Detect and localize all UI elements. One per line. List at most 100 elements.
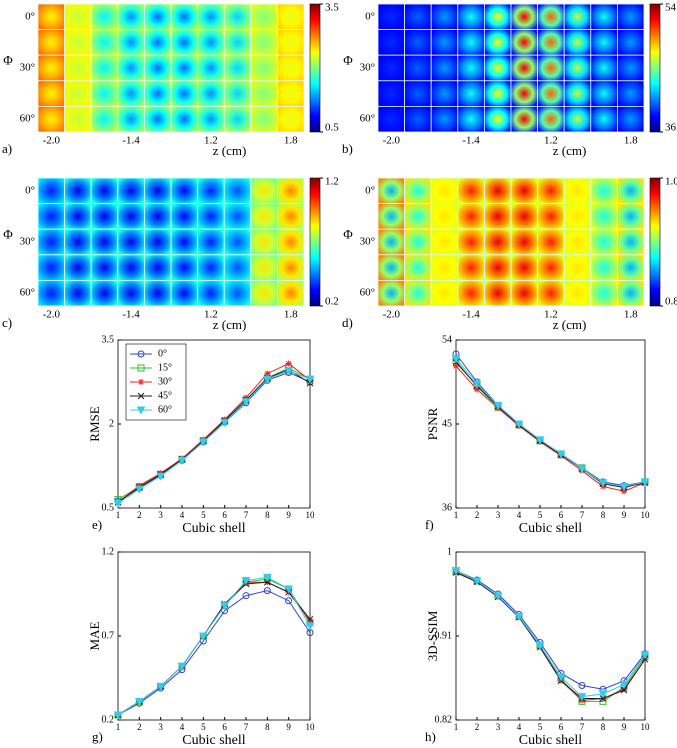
x-tick-label: 10 — [641, 722, 651, 732]
marker — [556, 450, 566, 459]
tile — [64, 80, 92, 107]
x-tick-label: 8 — [601, 510, 606, 520]
legend-marker — [137, 392, 145, 400]
tile — [117, 29, 145, 56]
tile — [510, 254, 539, 281]
tile — [37, 177, 66, 205]
x-tick-label: 1 — [454, 510, 459, 520]
tile — [223, 203, 252, 230]
marker — [156, 682, 166, 691]
tile — [90, 29, 119, 56]
tile — [250, 177, 278, 205]
x-tick-label: 1 — [116, 722, 121, 732]
x-tick-label: 8 — [265, 510, 270, 520]
tile — [617, 279, 645, 307]
tile — [404, 254, 432, 281]
tile — [37, 29, 66, 56]
tile — [197, 228, 225, 256]
tile — [537, 228, 565, 256]
x-tick-label: 6 — [559, 722, 564, 732]
marker — [242, 592, 250, 600]
tile — [590, 177, 618, 205]
series-line — [117, 362, 311, 503]
tile — [510, 80, 539, 107]
marker — [556, 673, 566, 682]
tile — [143, 80, 172, 107]
tile — [617, 106, 645, 133]
marker — [156, 472, 166, 481]
colorbar-tick-label: 54 — [665, 2, 677, 14]
panel-label: b) — [342, 141, 353, 156]
tile — [197, 279, 225, 307]
y-tick-label: 1.2 — [102, 546, 115, 557]
tile — [250, 254, 278, 281]
y-tick-label: 0° — [25, 184, 35, 196]
tile — [250, 203, 278, 230]
y-tick-label: 0° — [25, 10, 35, 22]
tile — [510, 203, 539, 230]
marker — [285, 597, 293, 605]
x-tick-label: -1.4 — [122, 309, 140, 321]
x-tick-label: 1.2 — [204, 309, 218, 321]
y-tick-label: 60° — [20, 287, 35, 299]
tile — [64, 106, 92, 133]
tile — [590, 228, 618, 256]
tile — [483, 80, 512, 107]
tile — [430, 228, 459, 256]
colorbar-tick-label: 0.5 — [325, 122, 339, 134]
tile — [377, 228, 406, 256]
x-tick-label: 6 — [222, 722, 227, 732]
tile — [170, 177, 199, 205]
plot-frame — [117, 551, 311, 721]
series-line — [455, 362, 646, 488]
tile — [563, 254, 592, 281]
x-tick-label: 1.2 — [544, 309, 558, 321]
tile — [143, 279, 172, 307]
tile — [90, 80, 119, 107]
x-axis-label: Cubic shell — [182, 733, 245, 748]
tile — [197, 29, 225, 56]
marker — [113, 500, 123, 509]
x-tick-label: -2.0 — [43, 309, 61, 321]
tile — [457, 254, 485, 281]
y-axis-label: RMSE — [87, 406, 102, 441]
tile — [90, 54, 119, 82]
tile — [170, 228, 199, 256]
series-line — [117, 581, 311, 716]
marker — [451, 567, 461, 576]
tile — [404, 54, 432, 82]
tile — [617, 54, 645, 82]
tile — [617, 29, 645, 56]
y-axis-label: MAE — [87, 621, 102, 650]
y-axis-label: Φ — [3, 227, 13, 242]
panel-label: c) — [2, 315, 12, 330]
tile — [590, 3, 618, 31]
y-tick-label: 30° — [20, 62, 35, 74]
marker — [305, 622, 315, 631]
x-tick-label: 8 — [265, 722, 270, 732]
marker — [493, 592, 503, 601]
x-axis-label: z (cm) — [553, 317, 587, 332]
x-tick-label: 2 — [475, 722, 480, 732]
tile — [483, 228, 512, 256]
marker — [453, 363, 459, 370]
series-line — [455, 572, 646, 700]
x-tick-label: 3 — [158, 510, 163, 520]
tile — [404, 3, 432, 31]
tile — [117, 80, 145, 107]
tile — [276, 3, 305, 31]
tile — [64, 177, 92, 205]
x-tick-label: 7 — [580, 722, 585, 732]
x-tick-label: 2 — [137, 510, 142, 520]
tile — [90, 3, 119, 31]
x-tick-label: 2 — [475, 510, 480, 520]
tile — [143, 54, 172, 82]
tile — [197, 254, 225, 281]
legend-label: 30° — [158, 376, 172, 387]
marker — [241, 398, 251, 407]
tile — [377, 254, 406, 281]
tile — [483, 279, 512, 307]
legend-label: 15° — [158, 362, 172, 373]
series-line — [455, 358, 646, 488]
tile — [510, 29, 539, 56]
